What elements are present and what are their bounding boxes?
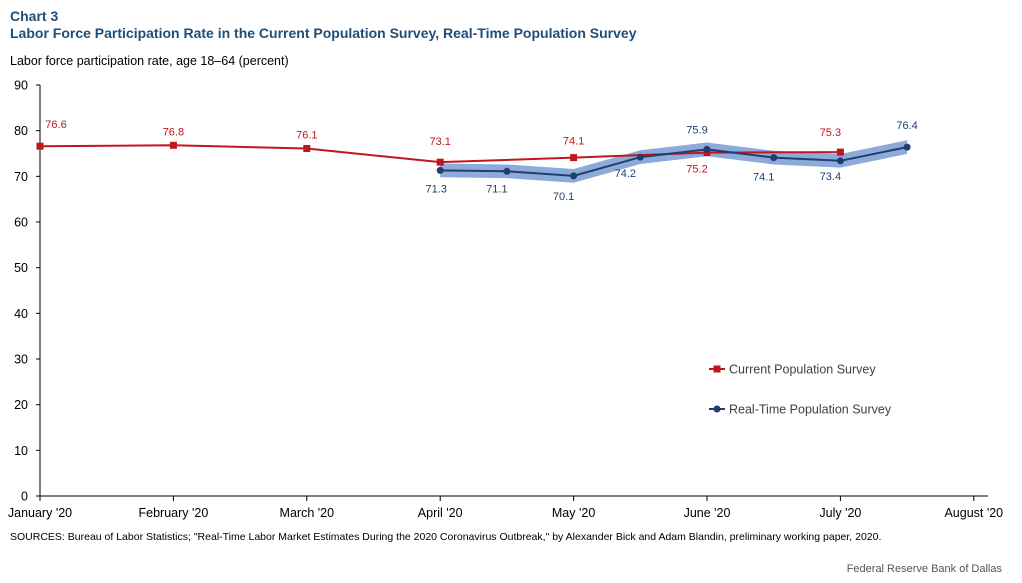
cps-data-label: 76.6: [45, 119, 66, 131]
sources-note: SOURCES: Bureau of Labor Statistics; "Re…: [10, 531, 882, 543]
cps-marker: [303, 144, 311, 152]
legend-marker-circle: [713, 405, 721, 413]
rps-data-label: 75.9: [686, 124, 707, 136]
y-tick-label: 0: [21, 490, 28, 504]
y-tick-label: 40: [14, 307, 28, 321]
cps-data-label: 76.1: [296, 129, 317, 141]
rps-marker: [503, 167, 511, 175]
cps-data-label: 75.3: [820, 127, 841, 139]
rps-marker: [636, 153, 644, 161]
x-tick-label: June '20: [684, 506, 731, 520]
x-tick-label: April '20: [418, 506, 463, 520]
cps-data-label: 75.2: [686, 164, 707, 176]
y-tick-label: 20: [14, 398, 28, 412]
x-tick-label: May '20: [552, 506, 595, 520]
y-tick-label: 60: [14, 216, 28, 230]
legend-label: Current Population Survey: [729, 363, 876, 377]
cps-marker: [36, 142, 44, 150]
chart-title: Labor Force Participation Rate in the Cu…: [10, 25, 637, 41]
x-tick-label: January '20: [8, 506, 72, 520]
cps-marker: [436, 158, 444, 166]
cps-data-label: 74.1: [563, 136, 584, 148]
rps-data-label: 70.1: [553, 191, 574, 203]
credit-line: Federal Reserve Bank of Dallas: [846, 563, 1002, 575]
rps-confidence-band: [440, 140, 908, 183]
y-tick-label: 30: [14, 353, 28, 367]
rps-marker: [703, 145, 711, 153]
y-tick-label: 70: [14, 170, 28, 184]
cps-data-label: 73.1: [429, 136, 450, 148]
y-tick-label: 10: [14, 444, 28, 458]
y-tick-label: 50: [14, 261, 28, 275]
line-chart: 0 10 20 30 40 50 60 70 80 90 January '20 February '…: [8, 79, 1003, 521]
y-tick-label: 90: [14, 79, 28, 93]
rps-data-label: 74.2: [615, 168, 636, 180]
rps-data-label: 76.4: [896, 120, 917, 132]
rps-data-label: 74.1: [753, 172, 774, 184]
legend-label: Real-Time Population Survey: [729, 403, 892, 417]
x-tick-label: July '20: [819, 506, 861, 520]
cps-marker: [836, 148, 844, 156]
rps-data-label: 71.3: [425, 183, 446, 195]
rps-series-line: [440, 146, 908, 177]
x-tick-label: February '20: [139, 506, 209, 520]
cps-data-label: 76.8: [163, 126, 184, 138]
rps-marker: [836, 157, 844, 165]
chart-number: Chart 3: [10, 8, 59, 24]
rps-marker: [436, 166, 444, 174]
rps-marker: [903, 143, 911, 151]
rps-data-label: 73.4: [820, 171, 841, 183]
legend-marker-square: [713, 365, 721, 373]
y-tick-label: 80: [14, 124, 28, 138]
rps-marker: [570, 172, 578, 180]
cps-marker: [169, 141, 177, 149]
rps-data-label: 71.1: [486, 183, 507, 195]
rps-marker: [770, 154, 778, 162]
x-tick-label: March '20: [280, 506, 335, 520]
cps-marker: [570, 154, 578, 162]
x-tick-label: August '20: [944, 506, 1003, 520]
y-axis-title: Labor force participation rate, age 18–6…: [10, 54, 289, 68]
